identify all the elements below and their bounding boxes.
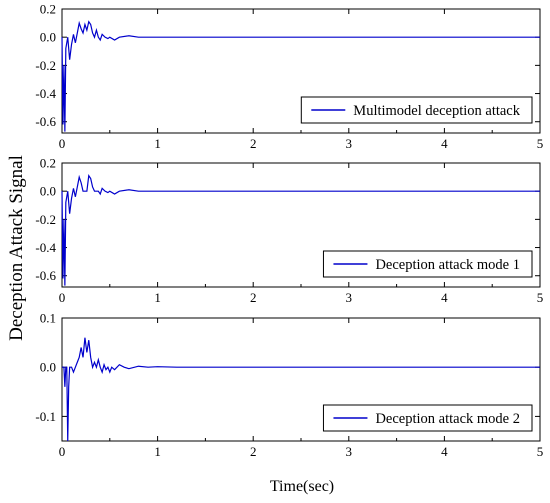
x-tick-label: 1: [154, 290, 161, 305]
y-tick-label: -0.2: [35, 212, 56, 227]
x-tick-label: 1: [154, 136, 161, 151]
x-tick-label: 0: [59, 136, 66, 151]
x-tick-label: 5: [537, 136, 544, 151]
x-axis-label: Time(sec): [270, 478, 334, 495]
x-tick-label: 1: [154, 444, 161, 459]
y-axis-label: Deception Attack Signal: [6, 155, 27, 341]
y-tick-label: -0.6: [35, 268, 56, 283]
series-line: [61, 20, 540, 132]
y-tick-label: 0.1: [40, 311, 56, 326]
y-tick-label: 0.2: [40, 156, 56, 171]
y-tick-label: -0.4: [35, 86, 56, 101]
x-tick-label: 4: [441, 290, 448, 305]
x-tick-label: 0: [59, 290, 66, 305]
y-tick-label: -0.2: [35, 58, 56, 73]
subplot-1: 0 1 2 3 4 5 0.2 0.0 -0.2 -0.4 -0.6 Multimodel decep…: [35, 2, 543, 152]
legend-label: Deception attack mode 2: [375, 411, 520, 427]
subplot-3: 0 1 2 3 4 5 0.1 0.0 -0.1 Deception attack mode 2: [35, 311, 543, 460]
x-tick-label: 4: [441, 136, 448, 151]
legend-label: Deception attack mode 1: [375, 257, 520, 273]
x-tick-label: 3: [346, 136, 353, 151]
x-tick-label: 2: [250, 136, 257, 151]
y-tick-label: 0.0: [40, 184, 56, 199]
x-tick-label: 0: [59, 444, 66, 459]
x-tick-label: 3: [346, 444, 353, 459]
y-tick-label: -0.4: [35, 240, 56, 255]
y-tick-label: -0.1: [35, 409, 56, 424]
chart-panels: 0 1 2 3 4 5 0.2 0.0 -0.2 -0.4 -0.6 Multimodel decep…: [35, 2, 543, 460]
legend-label: Multimodel deception attack: [353, 103, 520, 119]
y-tick-label: 0.2: [40, 2, 56, 17]
x-tick-label: 2: [250, 444, 257, 459]
series-line: [62, 337, 540, 442]
series-line: [61, 174, 540, 286]
y-tick-label: 0.0: [40, 360, 56, 375]
x-tick-label: 5: [537, 444, 544, 459]
x-tick-label: 5: [537, 290, 544, 305]
x-tick-label: 3: [346, 290, 353, 305]
y-tick-label: 0.0: [40, 30, 56, 45]
y-tick-label: -0.6: [35, 114, 56, 129]
subplot-2: 0 1 2 3 4 5 0.2 0.0 -0.2 -0.4 -0.6 Deception attack…: [35, 156, 543, 306]
x-tick-label: 4: [441, 444, 448, 459]
x-tick-label: 2: [250, 290, 257, 305]
